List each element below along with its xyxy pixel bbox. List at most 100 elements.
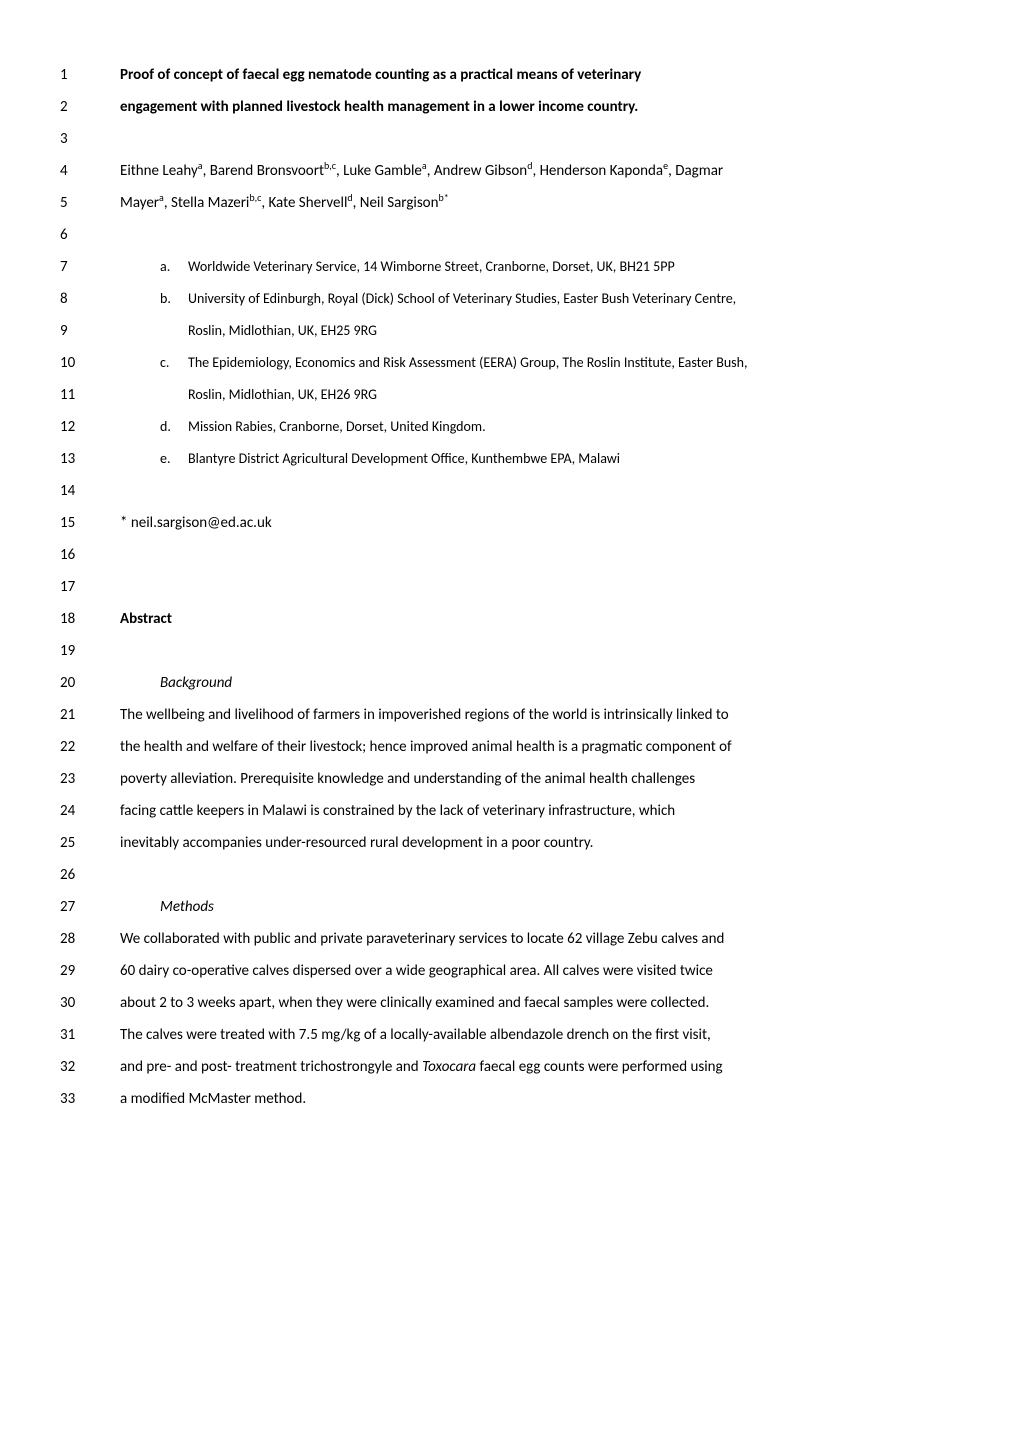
line-content: a modified McMaster method. <box>100 1084 940 1114</box>
line-number: 32 <box>60 1052 100 1082</box>
line-content: d.Mission Rabies, Cranborne, Dorset, Uni… <box>100 412 940 442</box>
text-line: 16 <box>60 540 940 572</box>
line-number: 3 <box>60 124 100 154</box>
line-number: 24 <box>60 796 100 826</box>
text-line: 31The calves were treated with 7.5 mg/kg… <box>60 1020 940 1052</box>
text-line: 8b.University of Edinburgh, Royal (Dick)… <box>60 284 940 316</box>
line-content: inevitably accompanies under-resourced r… <box>100 828 940 858</box>
line-content: Background <box>100 668 940 698</box>
line-content: Proof of concept of faecal egg nematode … <box>100 60 940 90</box>
text-line: 6 <box>60 220 940 252</box>
line-number: 25 <box>60 828 100 858</box>
line-content <box>100 572 940 602</box>
line-content: Roslin, Midlothian, UK, EH25 9RG <box>100 316 940 346</box>
line-content: the health and welfare of their livestoc… <box>100 732 940 762</box>
line-content: Eithne Leahya, Barend Bronsvoortb,c, Luk… <box>100 156 940 186</box>
text-line: 2engagement with planned livestock healt… <box>60 92 940 124</box>
line-number: 11 <box>60 380 100 410</box>
line-content: The wellbeing and livelihood of farmers … <box>100 700 940 730</box>
line-content <box>100 636 940 666</box>
line-number: 4 <box>60 156 100 186</box>
line-number: 19 <box>60 636 100 666</box>
line-number: 21 <box>60 700 100 730</box>
line-number: 7 <box>60 252 100 282</box>
line-number: 33 <box>60 1084 100 1114</box>
text-line: 18Abstract <box>60 604 940 636</box>
text-line: 12d.Mission Rabies, Cranborne, Dorset, U… <box>60 412 940 444</box>
line-content: Roslin, Midlothian, UK, EH26 9RG <box>100 380 940 410</box>
text-line: 10c.The Epidemiology, Economics and Risk… <box>60 348 940 380</box>
line-content: Methods <box>100 892 940 922</box>
line-content: Abstract <box>100 604 940 634</box>
text-line: 20Background <box>60 668 940 700</box>
line-number: 15 <box>60 508 100 538</box>
line-number: 28 <box>60 924 100 954</box>
line-number: 22 <box>60 732 100 762</box>
text-line: 5Mayera, Stella Mazerib,c, Kate Shervell… <box>60 188 940 220</box>
line-number: 5 <box>60 188 100 218</box>
text-line: 30about 2 to 3 weeks apart, when they we… <box>60 988 940 1020</box>
line-number: 31 <box>60 1020 100 1050</box>
line-content: facing cattle keepers in Malawi is const… <box>100 796 940 826</box>
line-content: poverty alleviation. Prerequisite knowle… <box>100 764 940 794</box>
line-content: Mayera, Stella Mazerib,c, Kate Shervelld… <box>100 188 940 218</box>
line-content: e.Blantyre District Agricultural Develop… <box>100 444 940 474</box>
text-line: 27Methods <box>60 892 940 924</box>
text-line: 25inevitably accompanies under-resourced… <box>60 828 940 860</box>
line-number: 14 <box>60 476 100 506</box>
line-number: 2 <box>60 92 100 122</box>
text-line: 1Proof of concept of faecal egg nematode… <box>60 60 940 92</box>
line-number: 16 <box>60 540 100 570</box>
line-number: 29 <box>60 956 100 986</box>
text-line: 4Eithne Leahya, Barend Bronsvoortb,c, Lu… <box>60 156 940 188</box>
text-line: 19 <box>60 636 940 668</box>
line-number: 13 <box>60 444 100 474</box>
line-content: and pre- and post- treatment trichostron… <box>100 1052 940 1082</box>
line-number: 23 <box>60 764 100 794</box>
line-content: b.University of Edinburgh, Royal (Dick) … <box>100 284 940 314</box>
line-number: 18 <box>60 604 100 634</box>
line-number: 8 <box>60 284 100 314</box>
text-line: 2960 dairy co-operative calves dispersed… <box>60 956 940 988</box>
line-number: 20 <box>60 668 100 698</box>
line-number: 6 <box>60 220 100 250</box>
text-line: 32and pre- and post- treatment trichostr… <box>60 1052 940 1084</box>
line-content <box>100 124 940 154</box>
line-content: The calves were treated with 7.5 mg/kg o… <box>100 1020 940 1050</box>
line-content <box>100 860 940 890</box>
line-number: 9 <box>60 316 100 346</box>
line-number: 17 <box>60 572 100 602</box>
text-line: 21The wellbeing and livelihood of farmer… <box>60 700 940 732</box>
document-body: 1Proof of concept of faecal egg nematode… <box>60 60 940 1116</box>
line-number: 10 <box>60 348 100 378</box>
line-content: a.Worldwide Veterinary Service, 14 Wimbo… <box>100 252 940 282</box>
text-line: 11Roslin, Midlothian, UK, EH26 9RG <box>60 380 940 412</box>
line-content: We collaborated with public and private … <box>100 924 940 954</box>
line-number: 26 <box>60 860 100 890</box>
line-content: * neil.sargison@ed.ac.uk <box>100 508 940 538</box>
line-number: 27 <box>60 892 100 922</box>
line-content: 60 dairy co-operative calves dispersed o… <box>100 956 940 986</box>
line-content: c.The Epidemiology, Economics and Risk A… <box>100 348 940 378</box>
line-content: about 2 to 3 weeks apart, when they were… <box>100 988 940 1018</box>
text-line: 3 <box>60 124 940 156</box>
text-line: 28We collaborated with public and privat… <box>60 924 940 956</box>
text-line: 23poverty alleviation. Prerequisite know… <box>60 764 940 796</box>
text-line: 24facing cattle keepers in Malawi is con… <box>60 796 940 828</box>
line-number: 1 <box>60 60 100 90</box>
text-line: 33a modified McMaster method. <box>60 1084 940 1116</box>
text-line: 13e.Blantyre District Agricultural Devel… <box>60 444 940 476</box>
text-line: 17 <box>60 572 940 604</box>
line-content <box>100 476 940 506</box>
text-line: 7a.Worldwide Veterinary Service, 14 Wimb… <box>60 252 940 284</box>
text-line: 9Roslin, Midlothian, UK, EH25 9RG <box>60 316 940 348</box>
line-content <box>100 220 940 250</box>
text-line: 14 <box>60 476 940 508</box>
line-content <box>100 540 940 570</box>
text-line: 15* neil.sargison@ed.ac.uk <box>60 508 940 540</box>
line-content: engagement with planned livestock health… <box>100 92 940 122</box>
line-number: 12 <box>60 412 100 442</box>
text-line: 22the health and welfare of their livest… <box>60 732 940 764</box>
text-line: 26 <box>60 860 940 892</box>
line-number: 30 <box>60 988 100 1018</box>
